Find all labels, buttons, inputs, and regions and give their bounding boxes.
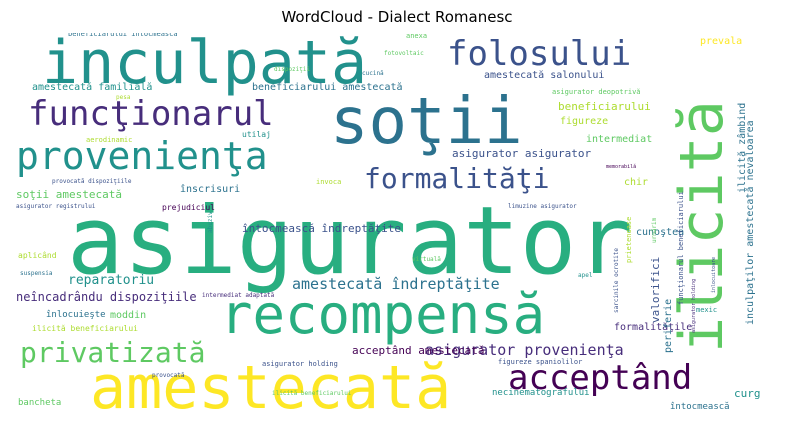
- word: pesa: [116, 94, 131, 101]
- word: dispoziţii: [274, 66, 311, 73]
- word: amestecată: [90, 353, 452, 418]
- word: neîncadrându dispoziţiile: [16, 290, 197, 304]
- word: asigurator asigurator: [452, 147, 592, 160]
- word: aerodinamic: [86, 136, 133, 144]
- word: aplicând: [18, 251, 57, 260]
- word: provocată: [152, 372, 185, 379]
- word: inculpată: [42, 33, 368, 98]
- word: amestecată îndreptăţite: [292, 275, 500, 293]
- word: funcţionarul beneficiarului: [677, 191, 685, 305]
- word: acceptând amestecată: [352, 344, 485, 357]
- word: asigurator: [67, 187, 633, 296]
- word: figureze spaniolilor: [498, 358, 583, 366]
- word: asigurator deopotrivă: [552, 88, 641, 96]
- word: ilicită beneficiarului: [272, 390, 352, 397]
- word: chir: [624, 177, 649, 188]
- word: periferie: [663, 298, 674, 353]
- word: recompensă: [220, 283, 546, 346]
- word: ilicită beneficiarului: [32, 324, 138, 333]
- word: figureze: [560, 116, 609, 127]
- word: abuziv: [207, 211, 214, 233]
- word: invoca: [316, 178, 342, 186]
- word: memorabilă: [606, 164, 637, 170]
- word: fotovoltaic: [384, 50, 424, 57]
- word-cloud: asigurator amestecată recompensă inculpa…: [12, 33, 782, 418]
- word: apel: [578, 272, 593, 279]
- word: mexic: [696, 306, 718, 314]
- word: funcţionarul: [28, 94, 274, 134]
- word: înscrisuri: [180, 184, 241, 195]
- word: întocmească: [670, 402, 730, 412]
- word: amestecată salonului: [484, 70, 605, 81]
- word: limuzine asigurator: [508, 203, 577, 210]
- word: utilaj: [242, 130, 271, 139]
- word: provocată dispoziţiile: [52, 178, 132, 185]
- word: reparatoriu: [68, 273, 155, 288]
- word: privatizată: [20, 336, 206, 369]
- word: virtuală: [412, 256, 441, 263]
- word: provenienţa: [16, 134, 268, 178]
- word: cunoştea: [636, 227, 685, 238]
- word: folosului: [447, 34, 632, 74]
- word: suspensia: [20, 270, 53, 277]
- word: asigurator holding: [691, 278, 697, 333]
- word: necinematografului: [492, 388, 590, 398]
- word: urmărim: [651, 217, 658, 243]
- word: curg: [734, 387, 761, 400]
- word: intermediat adaptată: [202, 292, 275, 299]
- word: inculpaţilor amestecată nevaloarea: [745, 120, 756, 325]
- word: prevala: [700, 36, 743, 47]
- word: formalităţile: [614, 322, 693, 333]
- word: beneficiarului: [558, 100, 651, 113]
- word: asigurator holding: [262, 360, 338, 368]
- word: asigurator provenienţa: [425, 341, 624, 359]
- word: moddin: [110, 310, 147, 321]
- word: înlocuieşte: [46, 310, 106, 320]
- word: înlocuitoare: [711, 256, 717, 293]
- word: anexa: [406, 33, 428, 40]
- word: cucină: [362, 70, 384, 77]
- word: intermediat: [586, 134, 653, 145]
- word: valorifici: [649, 256, 662, 323]
- word: soţii amestecată: [16, 188, 122, 201]
- word: formalităţi: [364, 162, 550, 195]
- word: acceptând: [508, 358, 693, 398]
- word: amestecată familială: [32, 82, 153, 93]
- word: beneficiarului întocmească: [68, 33, 178, 38]
- chart-title: WordCloud - Dialect Romanesc: [281, 8, 513, 26]
- word: asigurator registrului: [16, 203, 96, 210]
- word: întocmească îndreptăţite: [242, 222, 401, 235]
- word: prietenoase: [625, 216, 633, 263]
- word: beneficiarului amestecată: [252, 82, 403, 93]
- word: sarcinile ocrotite: [613, 247, 620, 313]
- word: prejudiciul: [162, 203, 215, 212]
- word: bancheta: [18, 398, 62, 408]
- word: soţii: [330, 85, 523, 159]
